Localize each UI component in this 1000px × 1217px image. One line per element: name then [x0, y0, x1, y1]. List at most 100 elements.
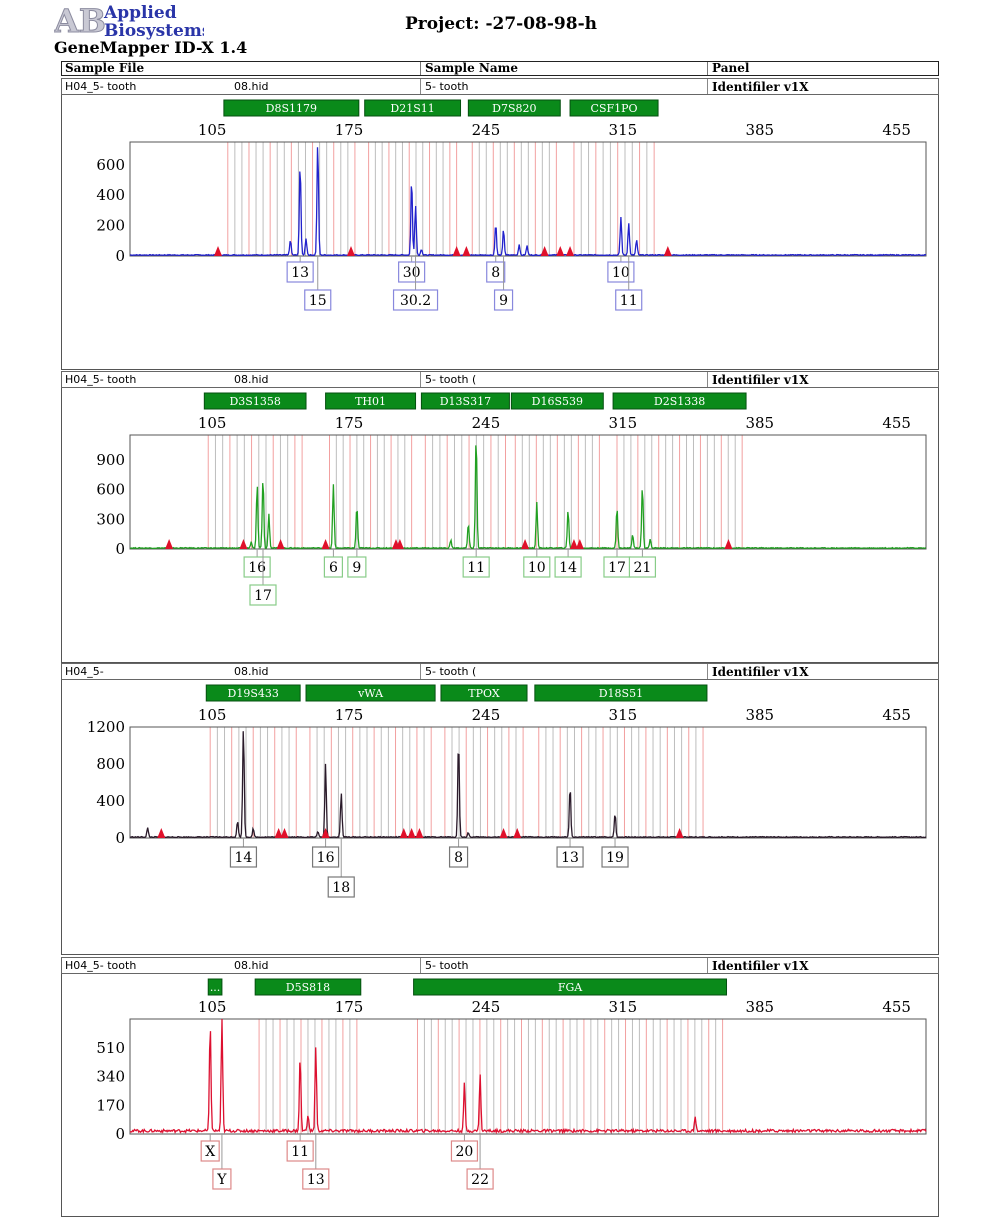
y-tick-label: 170: [96, 1096, 125, 1114]
marker-bar: D18S51: [534, 684, 708, 702]
size-standard-peak: [321, 828, 330, 838]
x-tick-label: 385: [745, 414, 774, 432]
allele-text: 22: [471, 1172, 489, 1188]
marker-label: vWA: [357, 687, 384, 700]
allele-text: Y: [216, 1172, 227, 1188]
allele-label: 30.2: [392, 256, 439, 311]
marker-label: D21S11: [390, 102, 434, 115]
size-standard-peak: [675, 828, 684, 838]
x-tick-label: 245: [472, 706, 501, 724]
marker-bar: D13S317: [420, 392, 510, 410]
allele-label: 17: [603, 549, 631, 578]
size-standard-peak: [165, 539, 174, 549]
allele-text: 13: [291, 265, 309, 281]
x-tick-label: 175: [335, 706, 364, 724]
marker-label: D7S820: [492, 102, 536, 115]
marker-bar: ...: [207, 978, 223, 996]
y-tick-label: 1200: [87, 718, 125, 736]
allele-text: 10: [612, 265, 630, 281]
logo-word-applied: Applied: [103, 3, 177, 23]
size-standard-peak: [347, 246, 356, 256]
size-standard-peak: [321, 539, 330, 549]
col-panel: Panel: [712, 61, 750, 75]
allele-text: 16: [317, 850, 335, 866]
marker-label: FGA: [558, 981, 583, 994]
marker-bar: D3S1358: [203, 392, 307, 410]
panel-name: Identifiler v1X: [712, 959, 809, 973]
marker-label: TPOX: [468, 687, 500, 700]
allele-label: 30: [398, 256, 426, 283]
allele-label: 22: [466, 1134, 494, 1190]
y-tick-label: 0: [115, 540, 125, 558]
allele-label: 11: [615, 256, 643, 311]
x-tick-label: 175: [335, 121, 364, 139]
x-tick-label: 385: [745, 121, 774, 139]
marker-label: D16S539: [532, 395, 583, 408]
size-standard-peak: [415, 828, 424, 838]
allele-label: 11: [286, 1134, 314, 1162]
project-title: Project: -27-08-98-h: [405, 14, 597, 34]
x-tick-label: 385: [745, 998, 774, 1016]
marker-bar: TH01: [325, 392, 417, 410]
table-header: Sample File Sample Name Panel: [61, 61, 939, 76]
y-tick-label: 0: [115, 1125, 125, 1143]
x-tick-label: 105: [198, 706, 227, 724]
electropherogram-blue: D8S1179 D21S11 D7S820 CSF1PO 105 175 245 315 385…: [96, 99, 927, 311]
allele-label: 9: [347, 549, 367, 578]
allele-text: 6: [329, 560, 338, 576]
marker-bar: CSF1PO: [569, 99, 659, 117]
plot-frame: [129, 726, 927, 839]
marker-bar: D8S1179: [223, 99, 360, 117]
size-standard-peak: [157, 828, 166, 838]
x-tick-label: 245: [472, 121, 501, 139]
electropherogram-panel: [61, 680, 939, 955]
x-tick-label: 105: [198, 121, 227, 139]
y-tick-label: 340: [96, 1068, 125, 1086]
sample-file-suffix: 08.hid: [234, 665, 269, 678]
allele-label: 11: [462, 549, 490, 578]
allele-label: 14: [554, 549, 582, 578]
panel-name: Identifiler v1X: [712, 373, 809, 387]
applied-biosystems-logo: AB Applied Biosystems: [54, 2, 204, 40]
allele-text: X: [205, 1144, 215, 1160]
allele-label: Y: [212, 1134, 232, 1190]
y-tick-label: 600: [96, 156, 125, 174]
size-standard-peak: [556, 246, 565, 256]
marker-label: D5S818: [286, 981, 330, 994]
marker-bar: D16S539: [510, 392, 604, 410]
x-tick-label: 175: [335, 998, 364, 1016]
sample-info-row: H04_5- tooth 08.hid 5- tooth (Identifiler …: [61, 371, 939, 388]
y-tick-label: 600: [96, 481, 125, 499]
panel-name: Identifiler v1X: [712, 80, 809, 94]
electropherogram-panel: [61, 388, 939, 663]
allele-text: 10: [528, 560, 546, 576]
allele-label: 13: [556, 838, 584, 868]
trace-line: [129, 731, 927, 839]
allele-label: 14: [229, 838, 258, 868]
size-standard-peak: [566, 246, 575, 256]
size-standard-peak: [540, 246, 549, 256]
x-tick-label: 245: [472, 414, 501, 432]
allele-label: 10: [607, 256, 635, 283]
size-standard-peak: [280, 828, 289, 838]
x-tick-label: 315: [609, 121, 638, 139]
marker-bar: TPOX: [440, 684, 528, 702]
logo-letters: AB: [54, 2, 106, 40]
allele-text: 17: [254, 588, 272, 604]
electropherogram-red: ... D5S818 FGA 105 175 245 315 385 455 0 170 340 510…: [96, 978, 927, 1190]
allele-text: 30.2: [400, 293, 431, 309]
size-standard-peak: [399, 828, 408, 838]
allele-text: 30: [403, 265, 421, 281]
marker-label: CSF1PO: [591, 102, 638, 115]
x-tick-label: 315: [609, 414, 638, 432]
allele-label: 16: [311, 838, 340, 868]
trace-line: [129, 445, 927, 550]
allele-text: 8: [491, 265, 500, 281]
allele-text: 13: [307, 1172, 325, 1188]
sample-info-row: H04_5- tooth 08.hid 5- tooth Identifiler v1…: [61, 957, 939, 974]
allele-label: 13: [302, 1134, 330, 1190]
y-tick-label: 400: [96, 186, 125, 204]
x-tick-label: 105: [198, 998, 227, 1016]
allele-label: 20: [450, 1134, 479, 1162]
x-tick-label: 455: [882, 121, 911, 139]
